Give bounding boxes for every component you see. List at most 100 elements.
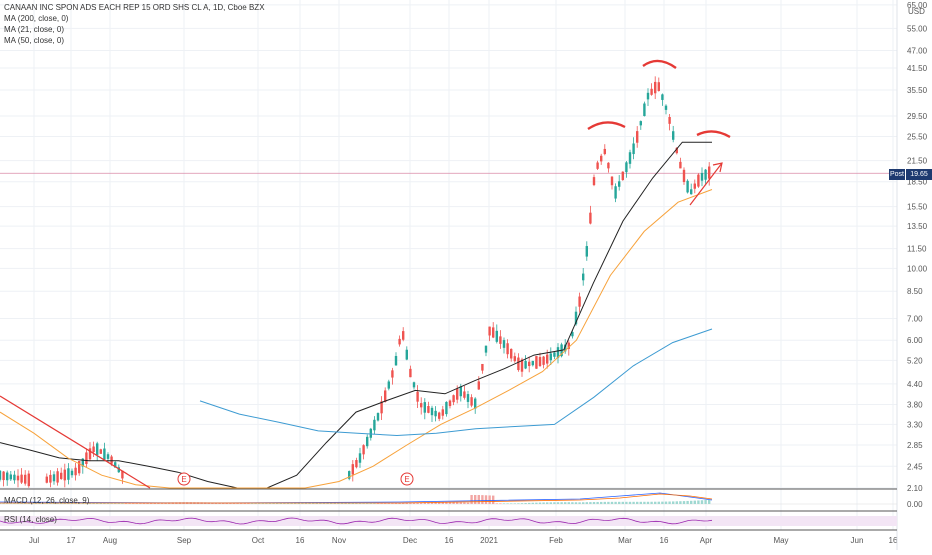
price-tick-label: 25.50 bbox=[907, 133, 928, 142]
macd-histogram-bar bbox=[272, 503, 275, 504]
macd-histogram-bar bbox=[445, 502, 448, 504]
macd-histogram-bar bbox=[117, 503, 120, 504]
x-tick-label: 16 bbox=[296, 536, 305, 545]
macd-histogram-bar bbox=[571, 502, 574, 504]
candle-body bbox=[49, 474, 52, 483]
macd-histogram-bar bbox=[621, 501, 624, 504]
price-tick-label: 35.50 bbox=[907, 86, 928, 95]
candle-body bbox=[114, 462, 117, 468]
candle-body bbox=[700, 172, 704, 181]
candle-body bbox=[117, 467, 120, 473]
x-tick-label: Feb bbox=[549, 536, 563, 545]
candle-body bbox=[78, 460, 81, 474]
price-tick-label: 65.00 bbox=[907, 1, 928, 10]
macd-histogram-bar bbox=[247, 503, 250, 504]
macd-histogram-bar bbox=[646, 501, 650, 504]
macd-histogram-bar bbox=[693, 500, 696, 504]
candle-body bbox=[405, 349, 408, 360]
macd-histogram-bar bbox=[114, 503, 117, 504]
candle-body bbox=[484, 345, 488, 353]
price-tick-label: 41.50 bbox=[907, 64, 928, 73]
macd-line bbox=[0, 492, 713, 504]
macd-histogram-bar bbox=[229, 503, 232, 504]
ma50-line bbox=[0, 189, 713, 489]
macd-histogram-bar bbox=[139, 503, 142, 504]
candle-body bbox=[466, 394, 470, 402]
macd-label: MACD (12, 26, close, 9) bbox=[4, 496, 90, 505]
macd-histogram-bar bbox=[243, 503, 246, 504]
macd-histogram-bar bbox=[405, 502, 408, 504]
macd-histogram-bar bbox=[708, 499, 711, 504]
macd-histogram-bar bbox=[690, 500, 693, 504]
candle-body bbox=[88, 448, 92, 460]
macd-histogram-bar bbox=[261, 503, 264, 504]
macd-histogram-bar bbox=[661, 501, 664, 504]
candle-body bbox=[110, 456, 113, 464]
macd-histogram-bar bbox=[697, 500, 700, 504]
macd-histogram-bar bbox=[20, 503, 23, 504]
price-tick-label: 13.50 bbox=[907, 222, 928, 231]
price-tick-label: 7.00 bbox=[907, 315, 923, 324]
candle-body bbox=[70, 470, 74, 476]
candle-body bbox=[564, 344, 567, 352]
candle-body bbox=[639, 121, 642, 126]
candle-body bbox=[45, 476, 48, 483]
candle-body bbox=[373, 419, 376, 431]
candle-body bbox=[571, 332, 574, 337]
last-price-badge: Post 19.65 bbox=[889, 169, 932, 180]
earnings-marker-label: E bbox=[404, 475, 409, 484]
macd-histogram-bar bbox=[258, 503, 261, 504]
candle-body bbox=[474, 398, 477, 409]
candle-body bbox=[531, 360, 534, 366]
x-tick-label: Oct bbox=[252, 536, 265, 545]
candle-body bbox=[416, 391, 419, 402]
rsi-label: RSI (14, close) bbox=[4, 515, 57, 524]
macd-histogram-bar bbox=[153, 502, 156, 504]
candle-body bbox=[351, 464, 354, 475]
candle-body bbox=[477, 381, 480, 390]
price-tick-label: 4.40 bbox=[907, 380, 923, 389]
macd-histogram-bar bbox=[564, 502, 567, 504]
macd-histogram-bar bbox=[578, 502, 581, 504]
candle-body bbox=[402, 331, 405, 340]
candle-body bbox=[52, 474, 56, 482]
macd-histogram-bar bbox=[668, 501, 671, 504]
macd-histogram-bar bbox=[650, 501, 653, 504]
macd-histogram-bar bbox=[380, 503, 383, 504]
macd-histogram-bar bbox=[672, 501, 675, 504]
macd-histogram-bar bbox=[232, 503, 236, 504]
price-tick-label: 2.10 bbox=[907, 484, 923, 493]
candle-body bbox=[6, 472, 9, 481]
trendline-arrowhead bbox=[712, 162, 723, 173]
candle-body bbox=[85, 452, 88, 465]
candle-body bbox=[708, 166, 711, 179]
x-tick-label: Nov bbox=[332, 536, 346, 545]
candle-body bbox=[106, 454, 110, 459]
candle-body bbox=[621, 171, 624, 180]
macd-histogram-bar bbox=[589, 502, 592, 504]
price-tick-label: 3.30 bbox=[907, 420, 923, 429]
macd-histogram-bar bbox=[362, 503, 365, 504]
candle-body bbox=[369, 428, 372, 438]
macd-histogram-bar bbox=[106, 503, 110, 504]
macd-histogram-bar bbox=[657, 501, 660, 504]
macd-histogram-bar bbox=[513, 503, 516, 504]
candle-body bbox=[636, 131, 639, 143]
macd-histogram-bar bbox=[607, 501, 610, 504]
candle-body bbox=[81, 458, 84, 467]
candle-body bbox=[63, 469, 66, 481]
candle-body bbox=[661, 94, 664, 100]
macd-histogram-bar bbox=[222, 502, 225, 504]
macd-histogram-bar bbox=[351, 502, 354, 504]
macd-histogram-bar bbox=[639, 501, 642, 504]
price-tick-label: 2.85 bbox=[907, 441, 923, 450]
candle-body bbox=[448, 400, 452, 407]
macd-histogram-bar bbox=[506, 503, 509, 504]
macd-histogram-bar bbox=[686, 500, 689, 504]
macd-histogram-bar bbox=[225, 502, 228, 504]
candle-body bbox=[96, 443, 99, 455]
macd-histogram-bar bbox=[376, 503, 380, 504]
candle-body bbox=[452, 395, 455, 403]
rsi-band bbox=[0, 516, 897, 526]
